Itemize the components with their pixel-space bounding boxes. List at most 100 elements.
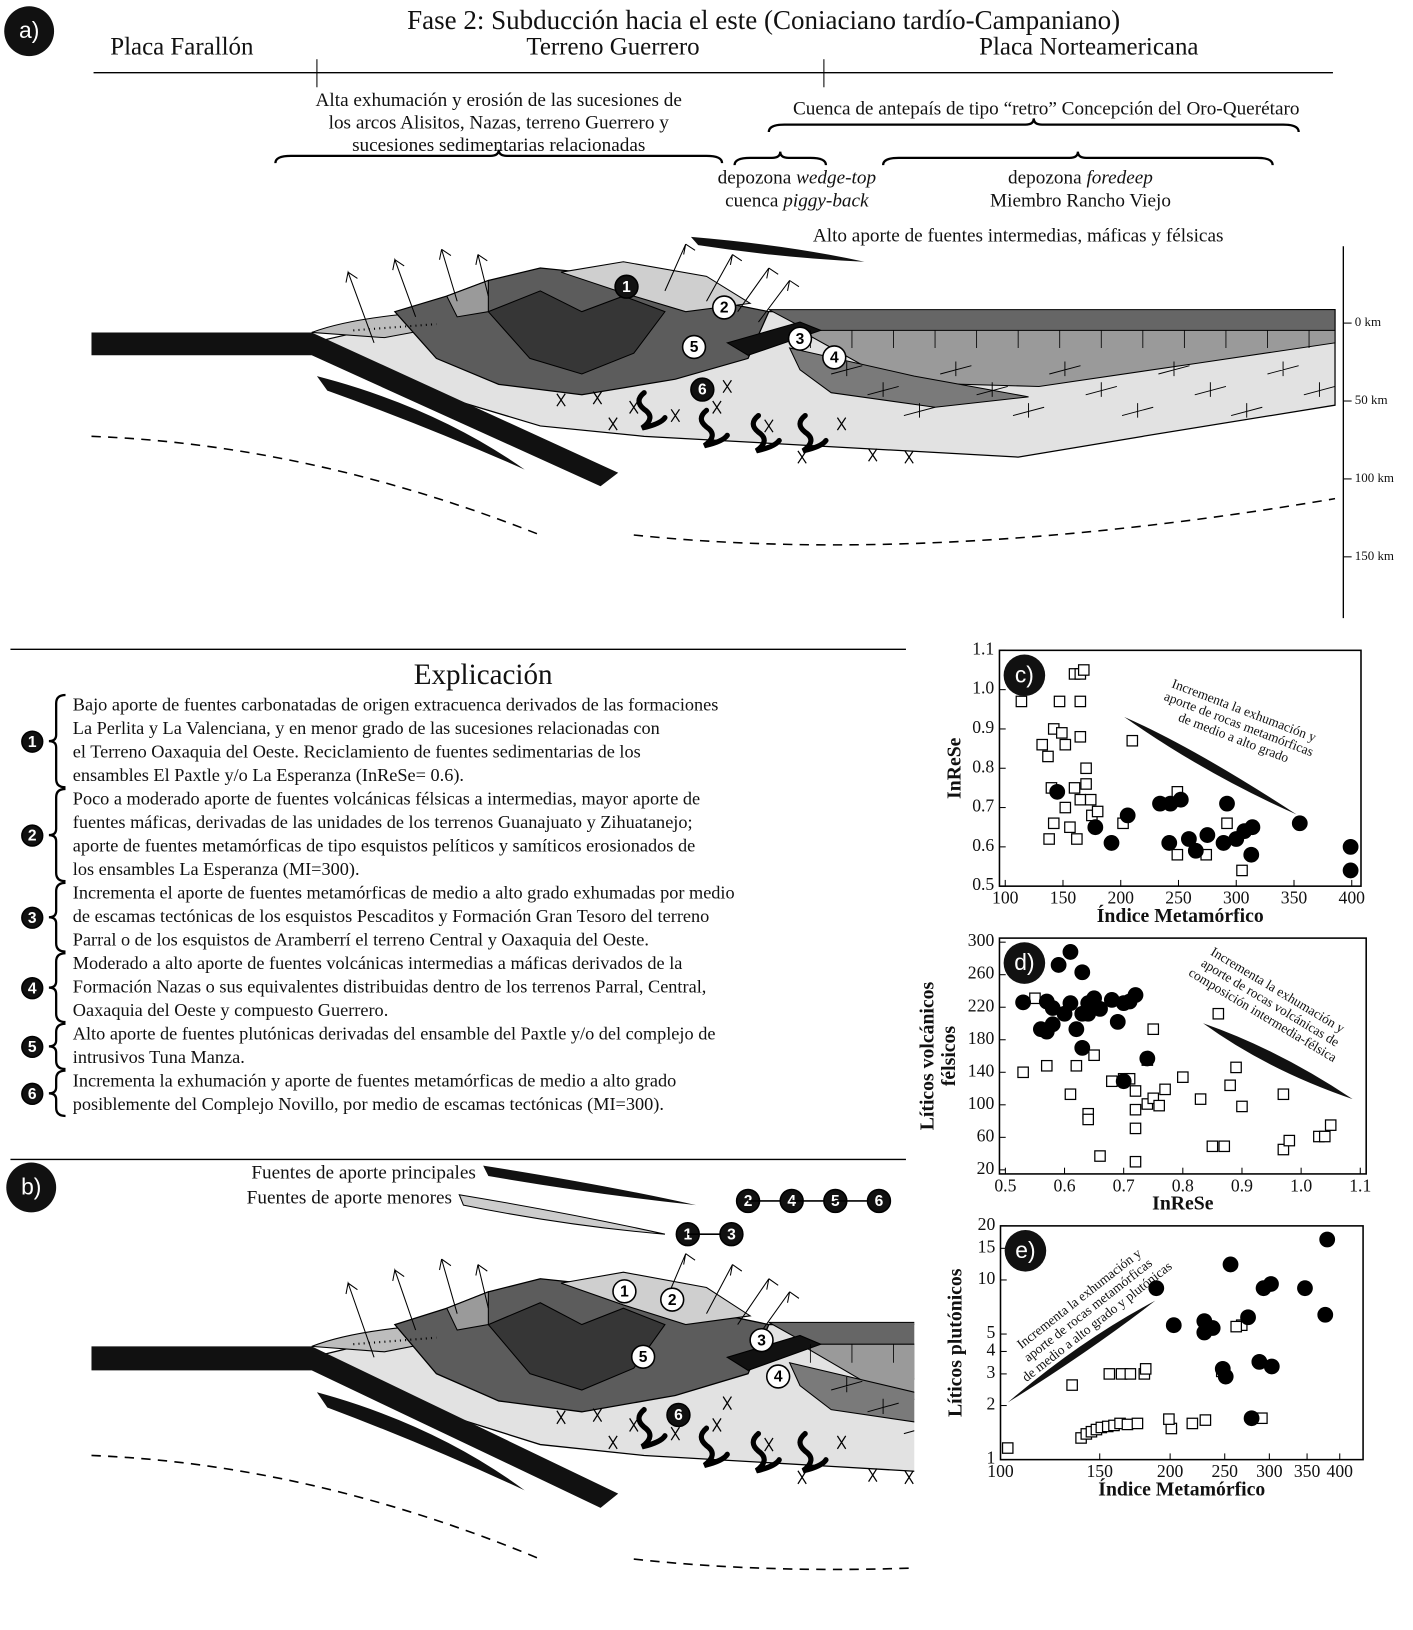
point [1032,1021,1049,1038]
point [1091,805,1104,818]
marker [614,274,639,299]
trend-arrow [1203,1023,1353,1100]
y-tick-label: 1 [986,1448,995,1468]
point [1199,827,1216,843]
trend-arrow [1124,716,1297,815]
annotation-part: depozona [718,168,796,189]
depth-label: 50 km [1355,392,1388,407]
point [1001,1442,1014,1454]
point [1147,1092,1160,1105]
y-tick-label: 4 [986,1340,995,1360]
y-tick-label: 100 [968,1093,995,1113]
point [1077,664,1090,676]
point [1194,1093,1207,1105]
explanation-line: Bajo aporte de fuentes carbonatadas de o… [73,695,719,715]
marker [787,326,813,351]
point [1204,1320,1221,1336]
point [1109,1013,1126,1030]
x-tick-label: 0.9 [1231,1175,1253,1195]
point [1062,995,1079,1012]
point [1080,762,1092,775]
trend-arrow [1007,1300,1156,1403]
point [1165,1317,1182,1334]
point [1177,1071,1189,1083]
y-axis-label: Líticos volcánicos [916,981,938,1130]
marker [630,1344,656,1369]
point [1064,821,1076,834]
brace [48,787,66,883]
brace [48,881,66,953]
explanation-title: Explicación [414,659,553,691]
explanation-line: aporte de fuentes metamórficas de tipo e… [73,835,695,855]
marker [660,1287,685,1312]
point [1106,1075,1118,1088]
point [1056,727,1068,739]
point [1159,1083,1171,1096]
x-tick-label: 300 [1256,1461,1283,1481]
explanation-line: Alto aporte de fuentes plutónicas deriva… [73,1023,716,1043]
explanation-line: posiblemente del Complejo Novillo, por m… [73,1094,664,1115]
marker [822,345,847,370]
x-tick-label: 0.5 [994,1175,1016,1195]
explanation-line: Incrementa la exhumación y aporte de fue… [73,1070,677,1090]
brace [48,693,66,789]
marker-number: 4 [28,980,37,997]
point [1129,1103,1142,1116]
marker [21,977,44,1000]
marker-number: 3 [796,331,805,348]
panel-label-badge [6,1162,57,1213]
explanation-line: fuentes máficas, derivadas de las unidad… [73,812,693,832]
point [1230,1061,1242,1074]
x-tick-label: 350 [1281,888,1308,908]
point [1319,1231,1336,1248]
y-tick-label: 1.0 [972,678,994,698]
plot-frame [999,1225,1364,1461]
point [1217,1368,1234,1385]
y-axis-label: Líticos plutónicos [944,1268,966,1417]
marker [749,1327,774,1353]
point [1127,987,1144,1003]
point [1129,1122,1142,1135]
x-tick-label: 150 [1050,888,1077,908]
point [1139,1363,1152,1375]
annotation: Alta exhumación y erosión de las sucesio… [316,90,682,111]
y-tick-label: 0.5 [972,874,994,894]
x-tick-label: 100 [987,1461,1014,1481]
explanation-line: de escamas tectónicas de los esquistos P… [73,906,710,926]
point [1015,695,1028,708]
x-tick-label: 200 [1157,1461,1184,1481]
marker [21,1082,44,1106]
point [1126,734,1139,747]
point [1224,1079,1236,1092]
chart-label: e) [1015,1237,1035,1263]
y-tick-label: 3 [986,1362,995,1382]
legend-arrow-main [483,1165,697,1206]
y-tick-label: 20 [978,1214,996,1234]
point [1342,862,1359,879]
point [1240,1309,1256,1326]
marker [719,1221,744,1247]
point [1066,1379,1078,1391]
marker-number: 6 [674,1407,683,1424]
brace [881,151,1274,166]
panel-label: a) [19,17,39,43]
point [1074,730,1087,743]
y-axis-label: félsicos [938,1026,960,1087]
point [1243,846,1260,863]
x-tick-label: 0.6 [1053,1175,1075,1195]
point [1129,1155,1142,1168]
marker-number: 1 [620,1283,629,1300]
marker-number: 1 [622,279,631,296]
x-tick-label: 1.0 [1290,1175,1312,1195]
region-label: Placa Farallón [110,34,254,61]
marker-number: 5 [639,1349,648,1366]
annotation: Cuenca de antepaís de tipo “retro” Conce… [793,99,1300,120]
marker [681,334,707,360]
point [1121,1418,1134,1431]
y-tick-label: 0.7 [972,796,994,816]
y-tick-label: 180 [968,1028,995,1048]
y-tick-label: 20 [977,1158,995,1178]
point [1131,1417,1144,1430]
point [1064,1088,1077,1101]
point [1180,831,1197,847]
